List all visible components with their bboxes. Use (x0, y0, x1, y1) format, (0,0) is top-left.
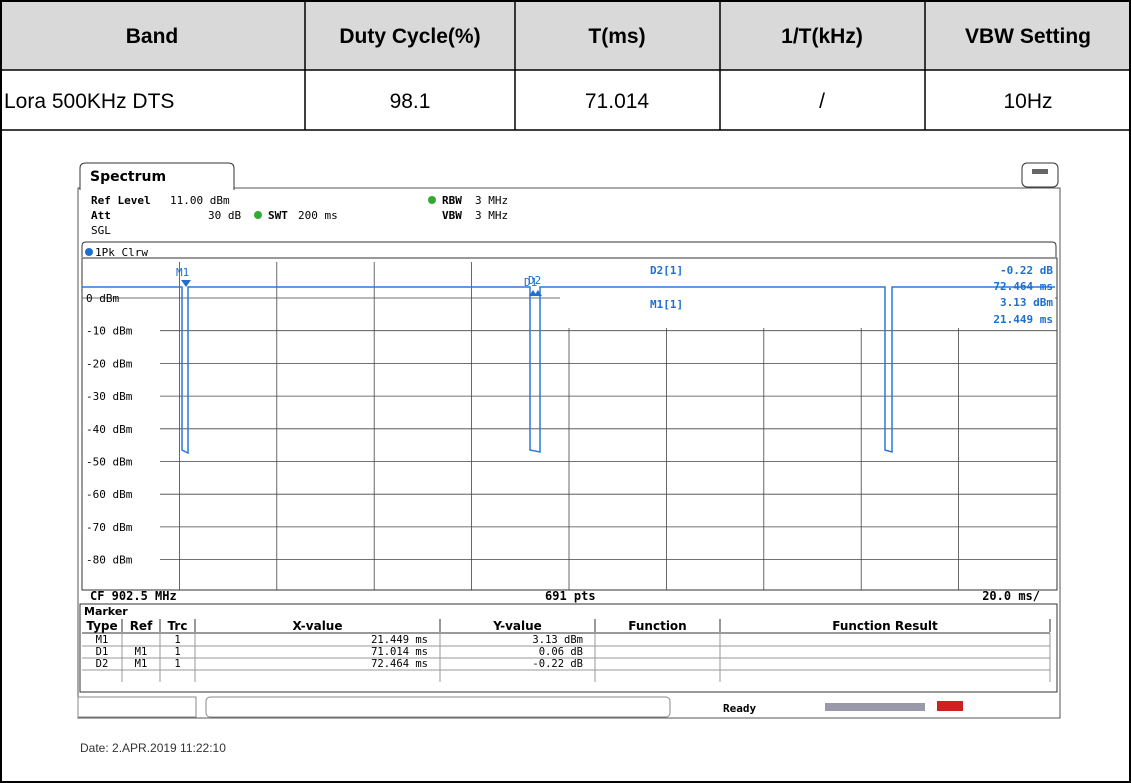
header-cell: T(ms) (588, 25, 645, 48)
readout: 72.464 ms (993, 280, 1053, 293)
mt-cell: M1 (135, 658, 148, 670)
header-cell: Duty Cycle(%) (339, 25, 480, 48)
mt-cell: D1 (96, 646, 109, 658)
marker-title: Marker (84, 605, 128, 618)
cell: / (819, 90, 825, 113)
mt-cell: 72.464 ms (371, 658, 428, 670)
header-cell: 1/T(kHz) (781, 25, 863, 48)
y-label: -80 dBm (86, 554, 133, 567)
mt-cell: 71.014 ms (371, 646, 428, 658)
icon-part (1032, 169, 1048, 174)
footer: 691 pts (545, 589, 596, 603)
marker-label: M1 (176, 266, 189, 279)
mt-cell: D2 (96, 658, 109, 670)
mt-cell: 1 (174, 634, 180, 646)
readout-label: M1[1] (650, 298, 683, 311)
marker-label: D2 (528, 274, 541, 287)
y-label: -10 dBm (86, 325, 133, 338)
mt-cell: -0.22 dB (532, 658, 583, 670)
dot (428, 196, 436, 204)
setting-label: VBW (442, 209, 462, 222)
date: Date: 2.APR.2019 11:22:10 (80, 741, 226, 755)
readout-bg (560, 262, 1055, 328)
marker-label: D1 (524, 276, 537, 289)
dot (85, 248, 93, 256)
header-cell: Band (126, 25, 179, 48)
status-box (205, 696, 671, 718)
trace-label: 1Pk Clrw (95, 246, 148, 259)
icon (1021, 162, 1059, 188)
setting-label: Att (91, 209, 111, 222)
setting: SGL (91, 224, 111, 237)
logo (937, 701, 963, 711)
mt-cell: 0.06 dB (539, 646, 583, 658)
header-cell: VBW Setting (965, 25, 1091, 48)
setting: 3 MHz (475, 194, 508, 207)
mt-header: Ref (130, 619, 153, 633)
mt-header: Y-value (492, 619, 542, 633)
cell: Lora 500KHz DTS (4, 90, 174, 113)
y-label: -50 dBm (86, 456, 133, 469)
dot (254, 211, 262, 219)
trace-bar (81, 241, 1057, 257)
y-label: -70 dBm (86, 521, 133, 534)
marker (529, 290, 542, 296)
cell: 10Hz (1003, 90, 1052, 113)
cell: 71.014 (585, 90, 650, 113)
status-box (77, 696, 197, 718)
table-lines (0, 0, 1131, 131)
setting-label: Ref Level (91, 194, 151, 207)
mt-header: X-value (293, 619, 343, 633)
mt-cell: M1 (96, 634, 109, 646)
trace (82, 286, 1055, 455)
mt-header: Function (628, 619, 686, 633)
cell: 98.1 (390, 90, 431, 113)
mt-header: Function Result (832, 619, 938, 633)
mt-header: Trc (168, 619, 188, 633)
readout: 21.449 ms (993, 313, 1053, 326)
readout: 3.13 dBm (1000, 296, 1053, 309)
status: Ready (723, 702, 756, 715)
setting: 11.00 dBm (170, 194, 230, 207)
setting-label: RBW (442, 194, 462, 207)
setting: 3 MHz (475, 209, 508, 222)
y-label: 0 dBm (86, 292, 119, 305)
grid: 0 dBm -10 dBm -20 dBm -30 dBm -40 dBm -50 dBm… (82, 262, 1057, 590)
mt-cell: M1 (135, 646, 148, 658)
tab (79, 162, 235, 190)
setting: 30 dB (208, 209, 241, 222)
readout: -0.22 dB (1000, 264, 1053, 277)
footer: CF 902.5 MHz (90, 589, 177, 603)
setting-label: SWT (268, 209, 288, 222)
marker (181, 280, 191, 287)
mt-cell: 21.449 ms (371, 634, 428, 646)
footer: 20.0 ms/ (982, 589, 1040, 603)
y-label: -40 dBm (86, 423, 133, 436)
readout-label: D2[1] (650, 264, 683, 277)
mt-cell: 3.13 dBm (532, 634, 583, 646)
y-label: -60 dBm (86, 488, 133, 501)
progress (825, 703, 925, 711)
mt-cell: 1 (174, 658, 180, 670)
marker-table (79, 603, 1058, 693)
mt-cell: 1 (174, 646, 180, 658)
tab-label: Spectrum (90, 169, 166, 185)
mt-header: Type (86, 619, 117, 633)
header-bg (0, 0, 1131, 70)
setting: 200 ms (298, 209, 338, 222)
y-label: -30 dBm (86, 390, 133, 403)
y-label: -20 dBm (86, 357, 133, 370)
